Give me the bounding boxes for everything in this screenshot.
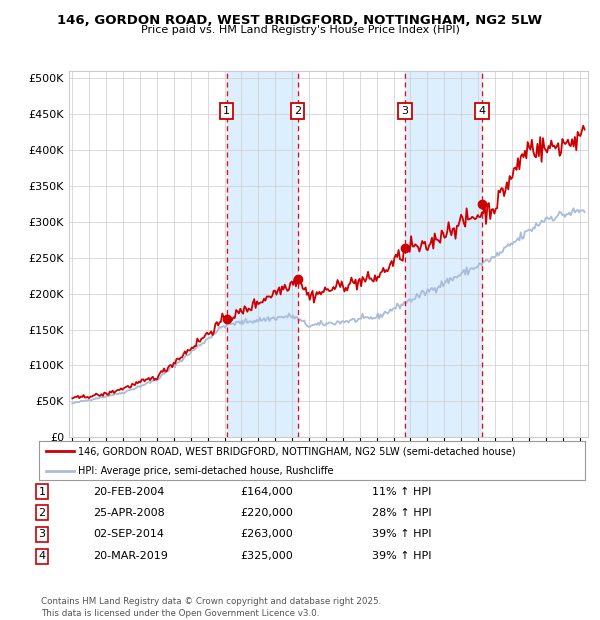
Text: 3: 3 [38,529,46,539]
Text: 20-FEB-2004: 20-FEB-2004 [93,487,164,497]
Bar [405,71,482,437]
Text: £325,000: £325,000 [240,551,293,561]
Text: 39% ↑ HPI: 39% ↑ HPI [372,551,431,561]
Text: 4: 4 [478,106,485,116]
Text: HPI: Average price, semi-detached house, Rushcliffe: HPI: Average price, semi-detached house,… [79,466,334,476]
Text: 2: 2 [294,106,301,116]
Text: 39% ↑ HPI: 39% ↑ HPI [372,529,431,539]
Text: Contains HM Land Registry data © Crown copyright and database right 2025.
This d: Contains HM Land Registry data © Crown c… [41,597,381,618]
Text: £263,000: £263,000 [240,529,293,539]
Text: 146, GORDON ROAD, WEST BRIDGFORD, NOTTINGHAM, NG2 5LW: 146, GORDON ROAD, WEST BRIDGFORD, NOTTIN… [58,14,542,27]
Bar [227,71,298,437]
Text: £220,000: £220,000 [240,508,293,518]
Text: 02-SEP-2014: 02-SEP-2014 [93,529,164,539]
Text: 2: 2 [38,508,46,518]
Text: 4: 4 [38,551,46,561]
Text: 3: 3 [401,106,409,116]
Text: £164,000: £164,000 [240,487,293,497]
Text: 25-APR-2008: 25-APR-2008 [93,508,165,518]
Text: 1: 1 [223,106,230,116]
Text: 146, GORDON ROAD, WEST BRIDGFORD, NOTTINGHAM, NG2 5LW (semi-detached house): 146, GORDON ROAD, WEST BRIDGFORD, NOTTIN… [79,446,516,456]
Text: Price paid vs. HM Land Registry's House Price Index (HPI): Price paid vs. HM Land Registry's House … [140,25,460,35]
Text: 11% ↑ HPI: 11% ↑ HPI [372,487,431,497]
Text: 28% ↑ HPI: 28% ↑ HPI [372,508,431,518]
Text: 20-MAR-2019: 20-MAR-2019 [93,551,168,561]
Text: 1: 1 [38,487,46,497]
